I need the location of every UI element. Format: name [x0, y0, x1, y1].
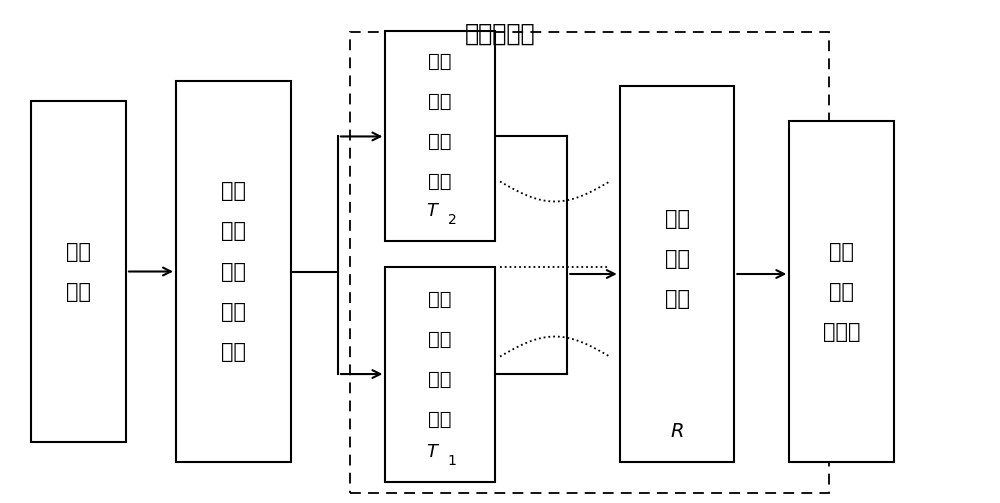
Text: 电源: 电源 — [66, 282, 91, 301]
Bar — [31, 102, 126, 442]
Text: 2: 2 — [448, 213, 457, 227]
Text: 信号: 信号 — [829, 241, 854, 262]
Text: 谐振: 谐振 — [428, 329, 452, 349]
Text: 与处理: 与处理 — [823, 321, 860, 342]
Bar — [789, 121, 894, 462]
Text: R: R — [670, 422, 684, 441]
Text: 线圈: 线圈 — [428, 409, 452, 429]
Text: 电路: 电路 — [221, 342, 246, 362]
Text: T: T — [427, 443, 438, 461]
Text: 线圈: 线圈 — [665, 289, 690, 309]
Bar — [350, 32, 829, 492]
Text: 线圈: 线圈 — [221, 221, 246, 241]
Text: 接收: 接收 — [829, 282, 854, 301]
Text: 谐振: 谐振 — [665, 209, 690, 229]
Bar — [176, 81, 291, 462]
Text: 1: 1 — [448, 454, 457, 468]
Text: 线圈: 线圈 — [428, 172, 452, 191]
Text: 第一: 第一 — [428, 290, 452, 308]
Text: 导通: 导通 — [221, 262, 246, 282]
Text: 测井线圈系: 测井线圈系 — [465, 22, 535, 45]
Text: 发射: 发射 — [428, 132, 452, 151]
Text: 谐振: 谐振 — [428, 92, 452, 111]
Text: 发射: 发射 — [428, 370, 452, 388]
Text: 控制: 控制 — [221, 301, 246, 321]
Text: 高频: 高频 — [66, 241, 91, 262]
Bar — [385, 267, 495, 481]
Text: T: T — [427, 203, 438, 220]
Text: 第二: 第二 — [428, 52, 452, 71]
Text: 接收: 接收 — [665, 249, 690, 269]
Text: 发射: 发射 — [221, 182, 246, 202]
Bar — [620, 87, 734, 462]
Bar — [385, 31, 495, 241]
